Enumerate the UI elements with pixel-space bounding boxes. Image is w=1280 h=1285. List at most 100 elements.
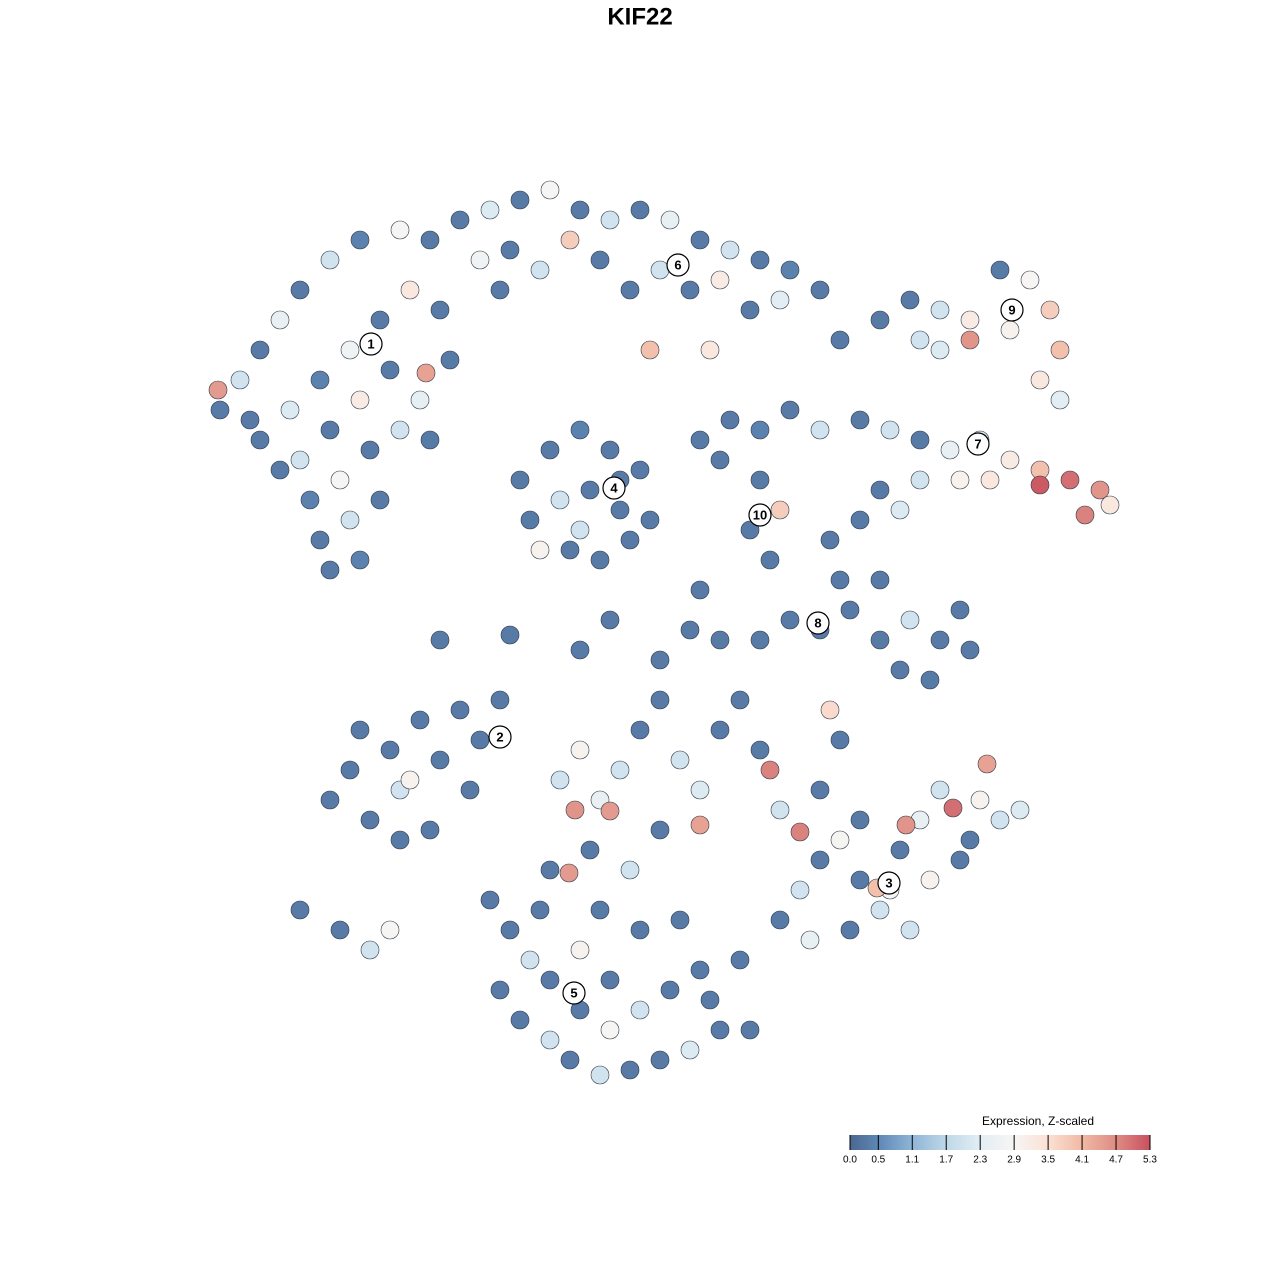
- point: [950, 850, 970, 870]
- point: [340, 340, 360, 360]
- point: [810, 280, 830, 300]
- point: [410, 710, 430, 730]
- point: [1020, 270, 1040, 290]
- point: [810, 780, 830, 800]
- point: [920, 670, 940, 690]
- point: [890, 660, 910, 680]
- colorbar-tick-label: 3.5: [1041, 1155, 1055, 1166]
- point: [630, 200, 650, 220]
- point: [720, 240, 740, 260]
- point: [1100, 495, 1120, 515]
- colorbar: Expression, Z-scaled 0.0 0.5 1.1 1.7 2.3 2.9 3…: [843, 1114, 1157, 1165]
- point: [400, 770, 420, 790]
- point: [380, 360, 400, 380]
- point: [340, 510, 360, 530]
- point: [230, 370, 250, 390]
- point: [690, 815, 710, 835]
- point: [710, 1020, 730, 1040]
- point: [730, 950, 750, 970]
- point: [750, 250, 770, 270]
- point: [870, 480, 890, 500]
- point: [700, 990, 720, 1010]
- point: [640, 340, 660, 360]
- point: [770, 800, 790, 820]
- point: [530, 260, 550, 280]
- point: [420, 820, 440, 840]
- point: [750, 740, 770, 760]
- point: [820, 530, 840, 550]
- cluster-labels: 1 2 3 4 5 6 7 8 9 10: [359, 253, 1024, 1005]
- point: [900, 290, 920, 310]
- point: [620, 1060, 640, 1080]
- point: [790, 880, 810, 900]
- point: [730, 690, 750, 710]
- point: [1060, 470, 1080, 490]
- point: [870, 630, 890, 650]
- point: [520, 510, 540, 530]
- point: [570, 640, 590, 660]
- point: [450, 700, 470, 720]
- point: [630, 460, 650, 480]
- point: [670, 910, 690, 930]
- point: [330, 920, 350, 940]
- point: [900, 610, 920, 630]
- point: [1000, 450, 1020, 470]
- point: [710, 630, 730, 650]
- cluster-label: 1: [367, 336, 374, 351]
- point: [570, 420, 590, 440]
- point: [980, 470, 1000, 490]
- point: [540, 1030, 560, 1050]
- point: [420, 230, 440, 250]
- point: [890, 500, 910, 520]
- point: [850, 410, 870, 430]
- cluster-label: 3: [885, 875, 892, 890]
- point: [690, 430, 710, 450]
- point: [300, 490, 320, 510]
- point: [390, 830, 410, 850]
- point: [930, 630, 950, 650]
- point: [1075, 505, 1095, 525]
- colorbar-title: Expression, Z-scaled: [982, 1114, 1094, 1128]
- point: [1040, 300, 1060, 320]
- point: [870, 310, 890, 330]
- point: [930, 340, 950, 360]
- colorbar-tick-label: 2.9: [1007, 1155, 1021, 1166]
- point: [570, 520, 590, 540]
- point: [590, 250, 610, 270]
- point: [990, 260, 1010, 280]
- point: [280, 400, 300, 420]
- point: [360, 810, 380, 830]
- point: [740, 300, 760, 320]
- point: [570, 940, 590, 960]
- point: [520, 950, 540, 970]
- colorbar-tick-label: 1.1: [905, 1155, 919, 1166]
- point: [770, 910, 790, 930]
- point: [270, 310, 290, 330]
- point: [760, 760, 780, 780]
- point: [390, 420, 410, 440]
- point: [250, 430, 270, 450]
- point: [580, 840, 600, 860]
- point: [560, 230, 580, 250]
- point: [600, 440, 620, 460]
- point: [340, 760, 360, 780]
- point: [710, 450, 730, 470]
- point: [390, 220, 410, 240]
- point: [350, 720, 370, 740]
- point: [610, 760, 630, 780]
- point: [740, 520, 760, 540]
- chart-title: KIF22: [607, 3, 672, 30]
- cluster-badge: [806, 611, 830, 635]
- point: [290, 280, 310, 300]
- point: [630, 920, 650, 940]
- point: [580, 480, 600, 500]
- point: [380, 920, 400, 940]
- point: [620, 860, 640, 880]
- point: [490, 980, 510, 1000]
- point: [410, 390, 430, 410]
- point: [870, 900, 890, 920]
- point: [740, 1020, 760, 1040]
- cluster-badge: [966, 432, 990, 456]
- colorbar-tick-label: 1.7: [939, 1155, 953, 1166]
